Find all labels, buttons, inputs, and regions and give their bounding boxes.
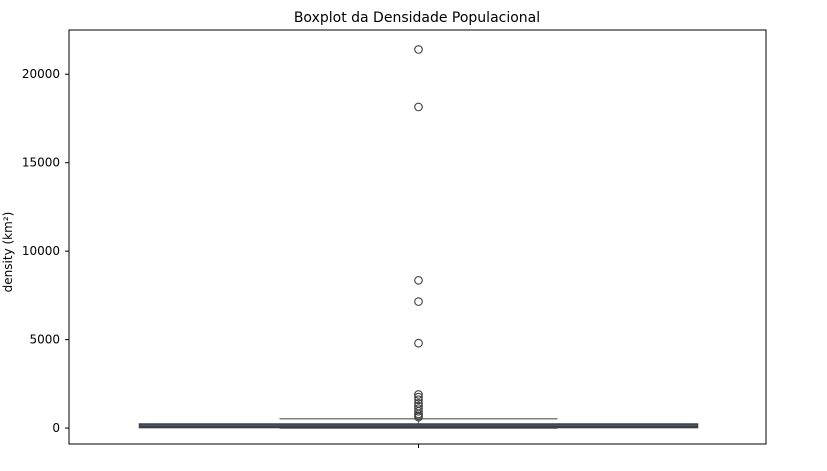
- outlier-point: [414, 412, 423, 422]
- y-axis-label: density (km²): [1, 212, 15, 293]
- chart-title: Boxplot da Densidade Populacional: [294, 10, 540, 26]
- box-group: [138, 417, 699, 429]
- outlier-point: [414, 392, 423, 402]
- y-tick-label: 15000: [22, 156, 60, 170]
- y-tick-label: 20000: [22, 67, 60, 81]
- outlier-point: [414, 45, 423, 54]
- plot-frame: [68, 29, 767, 445]
- outlier-point: [414, 406, 423, 416]
- y-tick-label: 0: [52, 421, 60, 435]
- outlier-point: [414, 395, 423, 405]
- outlier-point: [414, 390, 423, 399]
- outlier-point: [414, 275, 423, 285]
- outlier-point: [414, 297, 423, 306]
- y-tick-label: 10000: [22, 244, 60, 258]
- outlier-points: [414, 45, 423, 422]
- outlier-point: [414, 338, 423, 348]
- y-axis-ticks: 0 5000 10000 15000 20000: [22, 67, 69, 435]
- y-tick-label: 5000: [29, 333, 60, 347]
- outlier-point: [414, 102, 423, 112]
